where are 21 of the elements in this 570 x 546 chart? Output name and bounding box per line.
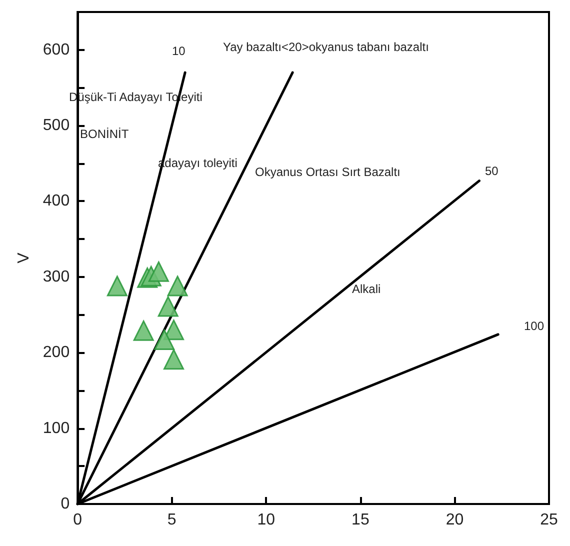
y-tick-label: 400 bbox=[42, 192, 70, 210]
x-tick-label: 0 bbox=[73, 512, 82, 528]
y-tick-label: 100 bbox=[42, 420, 70, 437]
y-tick-label: 0 bbox=[60, 496, 70, 512]
annotation: Okyanus Ortası Sırt Bazaltı bbox=[255, 165, 400, 179]
annotation: 100 bbox=[524, 319, 544, 333]
y-axis-title: V bbox=[16, 252, 32, 264]
y-tick-label: 500 bbox=[42, 117, 70, 134]
x-tick-label: 25 bbox=[540, 512, 558, 528]
y-tick-label: 200 bbox=[42, 344, 70, 362]
x-tick-label: 20 bbox=[446, 512, 464, 528]
annotation: Yay bazaltı<20>okyanus tabanı bazaltı bbox=[223, 40, 429, 54]
x-tick-label: 10 bbox=[257, 512, 276, 528]
x-tick-label: 5 bbox=[167, 512, 176, 528]
x-tick-label: 15 bbox=[352, 512, 370, 528]
y-tick-label: 300 bbox=[42, 268, 70, 286]
annotation: 50 bbox=[485, 164, 499, 178]
annotation: BONİNİT bbox=[80, 127, 130, 141]
annotation: 10 bbox=[172, 44, 186, 58]
y-tick-label: 600 bbox=[42, 41, 70, 58]
annotation: Alkali bbox=[352, 282, 381, 296]
